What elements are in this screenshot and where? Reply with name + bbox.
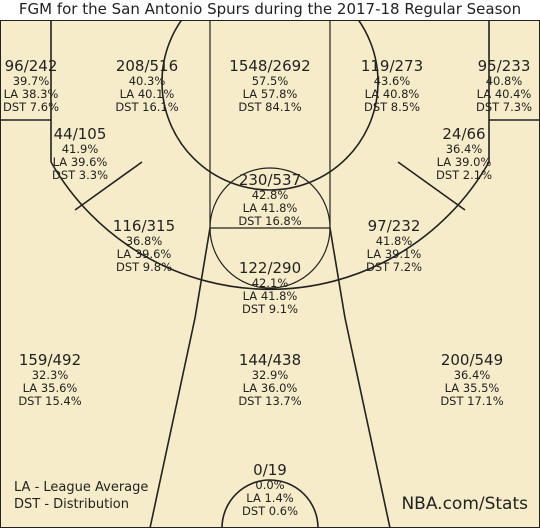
zone-fgm: 122/290 <box>238 259 302 277</box>
legend: LA - League Average DST - Distribution <box>14 479 148 513</box>
zone-pct: 41.9% <box>61 142 99 156</box>
zone-la: LA 40.8% <box>364 87 420 101</box>
center-circle <box>221 479 319 528</box>
zone-restricted-area: 1548/2692 57.5% LA 57.8% DST 84.1% <box>220 58 320 114</box>
zone-pct: 32.9% <box>251 368 289 382</box>
zone-backcourt: 0/19 0.0% LA 1.4% DST 0.6% <box>232 462 308 518</box>
zone-right-wing-mid: 97/232 41.8% LA 39.1% DST 7.2% <box>356 218 432 274</box>
zone-dst: DST 7.2% <box>365 260 423 274</box>
zone-line-left-top <box>194 227 211 319</box>
zone-dst: DST 17.1% <box>440 394 504 408</box>
zone-la: LA 1.4% <box>246 491 294 505</box>
zone-la: LA 36.0% <box>242 381 298 395</box>
zone-la: LA 39.6% <box>52 155 108 169</box>
zone-la: LA 39.0% <box>436 155 492 169</box>
zone-pct: 0.0% <box>255 478 285 492</box>
zone-la: LA 39.6% <box>116 247 172 261</box>
court-floor <box>0 20 540 528</box>
zone-fgm: 144/438 <box>238 351 302 369</box>
zone-dst: DST 13.7% <box>238 394 302 408</box>
free-throw-circle-bottom <box>209 227 331 289</box>
zone-dst: DST 9.8% <box>115 260 173 274</box>
zone-fgm: 0/19 <box>253 461 287 479</box>
zone-la: LA 40.1% <box>119 87 175 101</box>
zone-la: LA 35.6% <box>22 381 78 395</box>
free-throw-circle <box>209 167 331 229</box>
zone-line-right-wing <box>397 161 466 211</box>
zone-pct: 36.4% <box>453 368 491 382</box>
zone-dst: DST 8.5% <box>363 100 421 114</box>
zone-fgm: 24/66 <box>442 125 486 143</box>
zone-la: LA 40.4% <box>476 87 532 101</box>
zone-right-above-break-3: 200/549 36.4% LA 35.5% DST 17.1% <box>422 352 522 408</box>
zone-left-baseline-mid: 44/105 41.9% LA 39.6% DST 3.3% <box>42 126 118 182</box>
zone-right-corner-3: 95/233 40.8% LA 40.4% DST 7.3% <box>472 58 536 114</box>
zone-dst: DST 2.1% <box>435 168 493 182</box>
zone-fgm: 119/273 <box>360 57 424 75</box>
zone-right-baseline-mid: 24/66 36.4% LA 39.0% DST 2.1% <box>426 126 502 182</box>
zone-fgm: 230/537 <box>238 171 302 189</box>
zone-paint-non-ra: 230/537 42.8% LA 41.8% DST 16.8% <box>222 172 318 228</box>
zone-la: LA 39.1% <box>366 247 422 261</box>
zone-right-wing-3: 119/273 43.6% LA 40.8% DST 8.5% <box>352 58 432 114</box>
zone-line-left-wing <box>74 161 143 211</box>
zone-dst: DST 16.8% <box>238 214 302 228</box>
zone-dst: DST 3.3% <box>51 168 109 182</box>
zone-pct: 43.6% <box>373 74 411 88</box>
zone-la: LA 41.8% <box>242 289 298 303</box>
zone-dst: DST 84.1% <box>238 100 302 114</box>
restricted-area-circle <box>161 20 379 191</box>
zone-dst: DST 9.1% <box>241 302 299 316</box>
zone-dst: DST 15.4% <box>18 394 82 408</box>
zone-pct: 40.8% <box>485 74 523 88</box>
zone-left-above-break-3: 159/492 32.3% LA 35.6% DST 15.4% <box>2 352 98 408</box>
legend-dst: DST - Distribution <box>14 497 130 512</box>
zone-pct: 36.8% <box>125 234 163 248</box>
zone-left-wing-3: 208/516 40.3% LA 40.1% DST 16.1% <box>100 58 194 114</box>
zone-pct: 57.5% <box>251 74 289 88</box>
zone-left-corner-3: 96/242 39.7% LA 38.3% DST 7.6% <box>2 58 60 114</box>
zone-fgm: 116/315 <box>112 217 176 235</box>
zone-fgm: 95/233 <box>477 57 531 75</box>
zone-line-left-above-break <box>149 317 196 528</box>
zone-pct: 42.1% <box>251 276 289 290</box>
zone-dst: DST 16.1% <box>115 100 179 114</box>
zone-pct: 36.4% <box>445 142 483 156</box>
zone-fgm: 1548/2692 <box>229 57 311 75</box>
zone-fgm: 208/516 <box>115 57 179 75</box>
three-point-arc <box>50 161 490 291</box>
zone-line-right-above-break <box>344 317 391 528</box>
zone-fgm: 200/549 <box>440 351 504 369</box>
zone-fgm: 97/232 <box>367 217 421 235</box>
court-diagram <box>0 20 540 528</box>
chart-title: FGM for the San Antonio Spurs during the… <box>18 0 522 18</box>
zone-center-above-break-3: 144/438 32.9% LA 36.0% DST 13.7% <box>220 352 320 408</box>
zone-dst: DST 0.6% <box>241 504 299 518</box>
zone-fgm: 44/105 <box>53 125 107 143</box>
legend-la: LA - League Average <box>14 480 149 495</box>
zone-top-key-mid: 122/290 42.1% LA 41.8% DST 9.1% <box>228 260 312 316</box>
zone-la: LA 35.5% <box>444 381 500 395</box>
zone-pct: 39.7% <box>12 74 50 88</box>
zone-left-wing-mid: 116/315 36.8% LA 39.6% DST 9.8% <box>106 218 182 274</box>
zone-pct: 32.3% <box>31 368 69 382</box>
zone-la: LA 57.8% <box>242 87 298 101</box>
zone-dst: DST 7.3% <box>475 100 533 114</box>
zone-dst: DST 7.6% <box>2 100 60 114</box>
zone-fgm: 159/492 <box>18 351 82 369</box>
nba-stats-watermark: NBA.com/Stats <box>401 494 528 514</box>
zone-pct: 42.8% <box>251 188 289 202</box>
zone-pct: 40.3% <box>128 74 166 88</box>
zone-la: LA 41.8% <box>242 201 298 215</box>
zone-line-right-top <box>329 227 346 319</box>
zone-la: LA 38.3% <box>3 87 59 101</box>
zone-pct: 41.8% <box>375 234 413 248</box>
zone-fgm: 96/242 <box>4 57 58 75</box>
